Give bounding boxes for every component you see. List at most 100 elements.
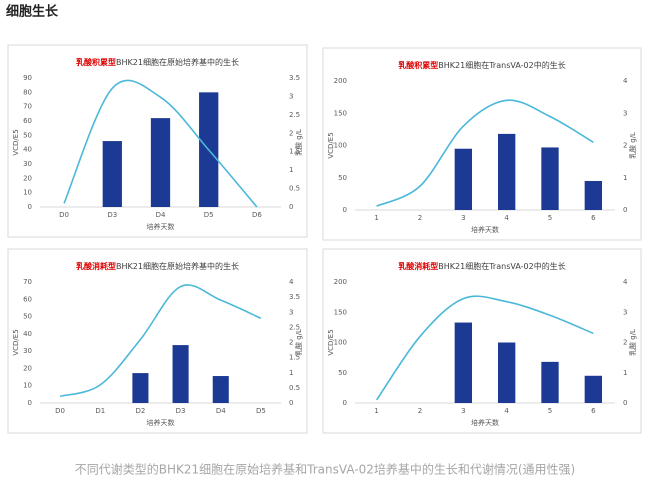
y2-axis-label: 乳酸 g/L <box>294 129 303 156</box>
panel-frame <box>322 248 642 434</box>
x-axis-label: 培养天数 <box>147 418 175 427</box>
line <box>376 99 594 207</box>
y-tick-label: 60 <box>23 295 32 303</box>
x-tick-label: D4 <box>156 211 166 219</box>
y2-tick-label: 3.5 <box>289 293 300 301</box>
y-tick-label: 60 <box>23 117 32 125</box>
title-text: BHK21细胞在原始培养基中的生长 <box>116 261 239 271</box>
y2-tick-label: 1.5 <box>289 354 300 362</box>
x-tick-label: D0 <box>59 211 69 219</box>
y2-axis-label: 乳酸 g/L <box>628 132 637 159</box>
bar <box>102 141 122 207</box>
y-tick-label: 70 <box>23 278 32 286</box>
x-tick-label: 2 <box>418 214 422 222</box>
y2-tick-label: 4 <box>623 278 628 286</box>
y-tick-label: 40 <box>23 330 32 338</box>
y-tick-label: 30 <box>23 160 32 168</box>
line <box>59 284 262 398</box>
title-tag: 乳酸消耗型 <box>76 261 116 271</box>
chart-panel: 乳酸积累型BHK21细胞在原始培养基中的生长010203040506070809… <box>7 44 308 238</box>
chart-title: 乳酸积累型BHK21细胞在TransVA-02中的生长 <box>398 60 565 70</box>
page-title: 细胞生长 <box>6 4 59 20</box>
y2-tick-label: 0.5 <box>289 384 300 392</box>
y2-tick-label: 3 <box>289 92 293 100</box>
y-tick-label: 200 <box>334 278 347 286</box>
x-tick-label: 5 <box>548 214 552 222</box>
chart-title: 乳酸消耗型BHK21细胞在原始培养基中的生长 <box>76 261 239 271</box>
y-tick-label: 30 <box>23 347 32 355</box>
x-tick-label: D1 <box>95 407 105 415</box>
bar <box>454 148 472 210</box>
y2-tick-label: 4 <box>289 278 294 286</box>
bar <box>541 147 559 210</box>
bar <box>584 375 602 403</box>
x-tick-label: D5 <box>256 407 266 415</box>
bar <box>498 342 516 403</box>
y-tick-label: 0 <box>28 203 32 211</box>
y2-tick-label: 4 <box>623 77 628 85</box>
y2-tick-label: 3 <box>623 109 627 117</box>
y-axis-label: VCD/E5 <box>327 329 335 355</box>
y-axis-label: VCD/E5 <box>12 129 20 155</box>
y2-tick-label: 0 <box>623 399 627 407</box>
panel-frame <box>322 47 642 241</box>
bar <box>541 361 559 403</box>
y-tick-label: 0 <box>343 206 347 214</box>
x-tick-label: 5 <box>548 407 552 415</box>
y2-tick-label: 2.5 <box>289 323 300 331</box>
bar <box>454 322 472 403</box>
y2-axis-label: 乳酸 g/L <box>628 329 637 356</box>
y2-tick-label: 2 <box>623 142 627 150</box>
x-tick-label: D0 <box>55 407 65 415</box>
x-axis-label: 培养天数 <box>471 418 499 427</box>
y2-tick-label: 1 <box>623 174 627 182</box>
chart-panel: 乳酸消耗型BHK21细胞在原始培养基中的生长 0 10 20 30 40 50 60 70 0 0.… <box>7 248 308 434</box>
y-tick-label: 50 <box>338 174 347 182</box>
panel-frame <box>7 248 308 434</box>
y-tick-label: 0 <box>343 399 347 407</box>
x-tick-label: 6 <box>591 407 596 415</box>
y-axis-label: VCD/E5 <box>327 132 335 158</box>
y-tick-label: 100 <box>334 142 347 150</box>
y2-tick-label: 2 <box>289 339 293 347</box>
x-axis-label: 培养天数 <box>471 225 499 234</box>
y-tick-label: 10 <box>23 189 32 197</box>
y-tick-label: 50 <box>23 313 32 321</box>
chart-title: 乳酸消耗型BHK21细胞在TransVA-02中的生长 <box>398 261 565 271</box>
title-text: BHK21细胞在TransVA-02中的生长 <box>438 261 565 271</box>
x-tick-label: 4 <box>504 214 509 222</box>
y-tick-label: 40 <box>23 146 32 154</box>
y2-tick-label: 3 <box>623 308 627 316</box>
bar <box>132 373 149 403</box>
y2-tick-label: 0.5 <box>289 185 300 193</box>
y2-tick-label: 3.5 <box>289 74 300 82</box>
y2-tick-label: 0 <box>289 203 293 211</box>
bar <box>498 133 516 210</box>
x-tick-label: D2 <box>135 407 145 415</box>
bar <box>212 376 229 403</box>
bar <box>150 118 171 207</box>
y-tick-label: 200 <box>334 77 347 85</box>
y2-tick-label: 0 <box>623 206 627 214</box>
y-tick-label: 0 <box>28 399 32 407</box>
y2-tick-label: 1 <box>289 369 293 377</box>
caption: 不同代谢类型的BHK21细胞在原始培养基和TransVA-02培养基中的生长和代… <box>75 462 575 477</box>
title-tag: 乳酸消耗型 <box>398 261 438 271</box>
y2-tick-label: 2.5 <box>289 111 300 119</box>
title-tag: 乳酸积累型 <box>76 57 116 67</box>
y-tick-label: 80 <box>23 88 32 96</box>
x-axis-label: 培养天数 <box>147 222 175 231</box>
x-tick-label: 4 <box>504 407 509 415</box>
y-tick-label: 150 <box>334 109 347 117</box>
y2-tick-label: 1 <box>289 166 293 174</box>
y2-tick-label: 3 <box>289 308 293 316</box>
y2-tick-label: 1 <box>623 369 627 377</box>
x-tick-label: D6 <box>252 211 262 219</box>
chart-panel: 乳酸积累型BHK21细胞在TransVA-02中的生长 0 50 100 150 200 0… <box>322 47 642 241</box>
line <box>376 295 594 401</box>
title-tag: 乳酸积累型 <box>398 60 438 70</box>
x-tick-label: 6 <box>591 214 596 222</box>
y2-tick-label: 2 <box>623 339 627 347</box>
